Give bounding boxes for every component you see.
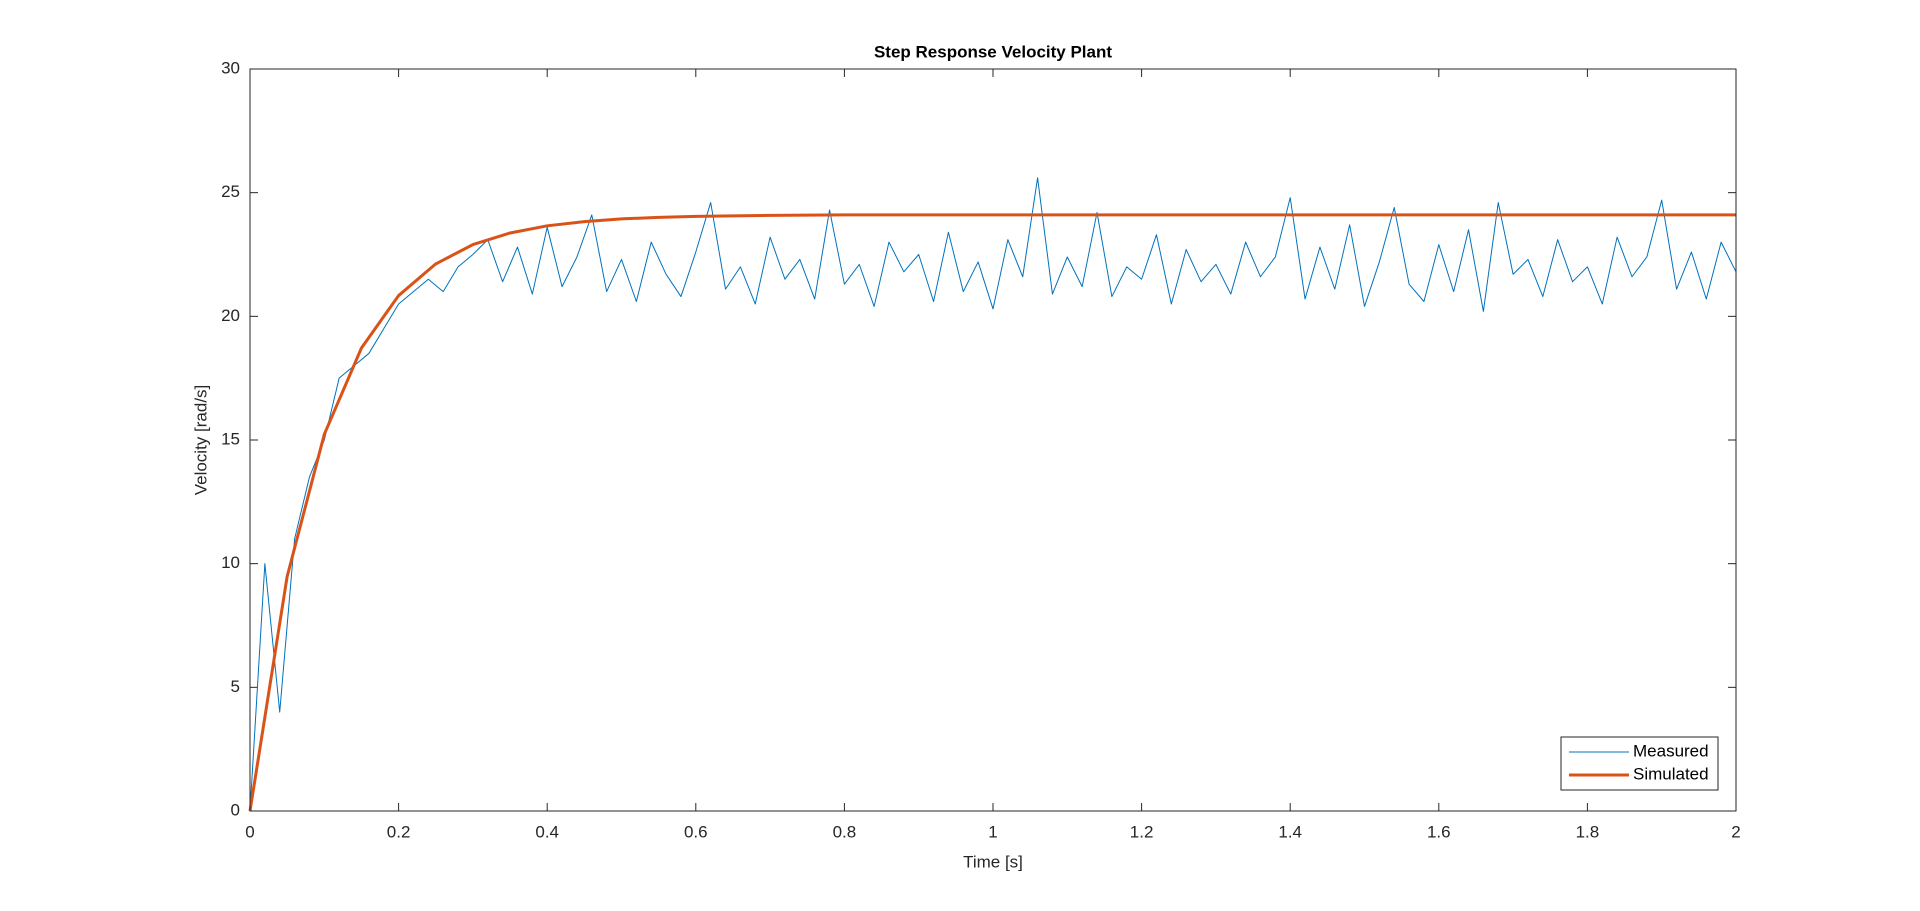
y-axis-label: Velocity [rad/s]: [191, 385, 210, 496]
y-tick-label: 5: [231, 677, 240, 696]
legend-box: [1560, 736, 1719, 791]
axes-box: [249, 68, 1737, 812]
x-tick-label: 0.6: [684, 822, 708, 841]
chart-title: Step Response Velocity Plant: [874, 42, 1112, 61]
legend-label: Simulated: [1633, 764, 1709, 783]
y-tick-label: 10: [221, 553, 240, 572]
x-tick-label: 2: [1731, 822, 1740, 841]
x-tick-label: 1.6: [1427, 822, 1451, 841]
x-tick-label: 1.8: [1576, 822, 1600, 841]
x-tick-label: 0: [245, 822, 254, 841]
x-tick-label: 1.4: [1278, 822, 1302, 841]
data-line: [249, 177, 1737, 812]
x-tick-label: 0.2: [387, 822, 411, 841]
x-tick-label: 0.4: [535, 822, 559, 841]
y-tick-label: 0: [231, 800, 240, 819]
x-axis-label: Time [s]: [963, 852, 1023, 871]
x-tick-label: 0.8: [833, 822, 857, 841]
data-line: [248, 213, 1736, 812]
y-tick-label: 30: [221, 58, 240, 77]
y-tick-label: 20: [221, 306, 240, 325]
y-tick-label: 15: [221, 429, 240, 448]
x-tick-label: 1.2: [1130, 822, 1154, 841]
x-tick-label: 1: [988, 822, 997, 841]
y-tick-label: 25: [221, 182, 240, 201]
legend-label: Measured: [1633, 741, 1709, 760]
